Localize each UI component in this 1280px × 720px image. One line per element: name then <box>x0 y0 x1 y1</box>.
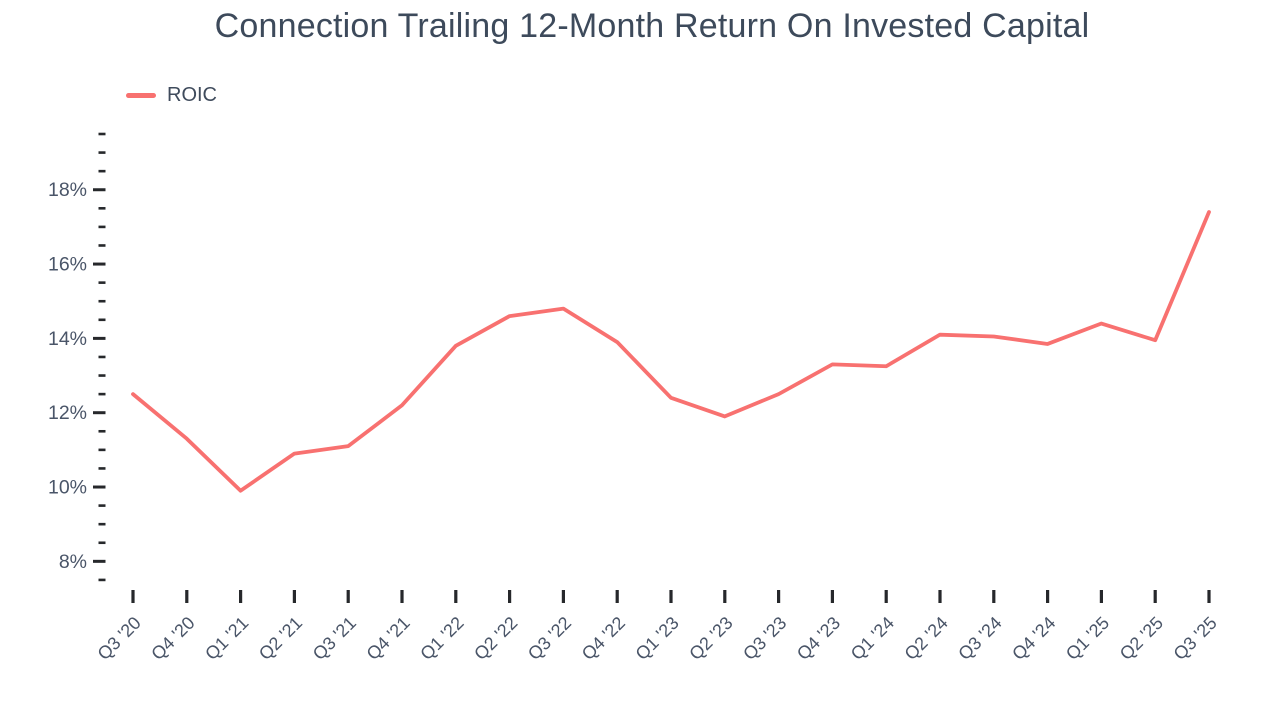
x-axis-tick-label: Q4 '20 <box>147 613 198 664</box>
x-axis-tick-label: Q1 '22 <box>416 613 467 664</box>
y-axis-tick-label: 18% <box>48 179 87 201</box>
x-axis-tick-label: Q4 '24 <box>1008 613 1059 664</box>
legend: ROIC <box>126 84 217 107</box>
x-axis-tick-label: Q1 '25 <box>1062 613 1113 664</box>
y-axis-tick-label: 14% <box>48 328 87 350</box>
x-axis-tick-label: Q3 '25 <box>1170 613 1221 664</box>
x-axis-tick-label: Q1 '21 <box>201 613 252 664</box>
x-axis-tick-label: Q2 '22 <box>470 613 521 664</box>
x-axis-tick-label: Q4 '21 <box>363 613 414 664</box>
roic-line <box>131 210 1211 493</box>
x-axis-tick-label: Q2 '23 <box>685 613 736 664</box>
y-axis-tick-label: 16% <box>48 254 87 276</box>
x-axis-tick-label: Q2 '24 <box>901 613 952 664</box>
legend-label-roic: ROIC <box>167 84 217 106</box>
x-axis-tick-label: Q4 '22 <box>578 613 629 664</box>
y-axis-labels: 8% 10% 12% 14% 16% 18% <box>48 179 87 573</box>
y-axis-tick-label: 12% <box>48 402 87 424</box>
chart-title: Connection Trailing 12-Month Return On I… <box>214 7 1090 45</box>
x-axis-tick-label: Q3 '24 <box>954 613 1005 664</box>
roic-line-swatch-icon <box>126 93 156 98</box>
x-axis-tick-label: Q2 '21 <box>255 613 306 664</box>
x-axis-tick-label: Q1 '23 <box>632 613 683 664</box>
y-axis-tick-label: 8% <box>59 551 87 573</box>
x-axis-tick-label: Q3 '23 <box>739 613 790 664</box>
x-axis-tick-label: Q1 '24 <box>847 613 898 664</box>
x-axis-tick-label: Q3 '20 <box>94 613 145 664</box>
y-axis-ticks <box>93 132 106 582</box>
y-axis-tick-label: 10% <box>48 477 87 499</box>
x-axis-labels: Q3 '20 Q4 '20 Q1 '21 Q2 '21 Q3 '21 Q4 '21 Q1 '… <box>94 613 1221 664</box>
x-axis-tick-label: Q2 '25 <box>1116 613 1167 664</box>
x-axis-tick-label: Q3 '22 <box>524 613 575 664</box>
x-axis-tick-label: Q3 '21 <box>309 613 360 664</box>
x-axis-tick-label: Q4 '23 <box>793 613 844 664</box>
x-axis-ticks <box>131 590 1211 603</box>
